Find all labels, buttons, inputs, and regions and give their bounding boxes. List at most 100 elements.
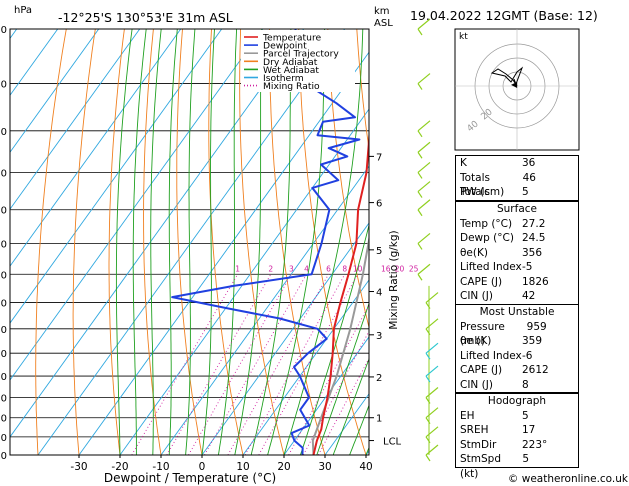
dry-adiabat-line (108, 29, 125, 455)
isotherm-line (10, 29, 305, 438)
pressure-tick-label: 1000 (0, 451, 7, 462)
legend-label: Parcel Trajectory (263, 49, 339, 60)
legend-label: Mixing Ratio (263, 81, 320, 92)
index-row-pw: PW (cm) 5 (460, 186, 529, 198)
location-title: -12°25'S 130°53'E 31m ASL (58, 10, 233, 25)
axis-layer: 3003504004505005506006507007508008509009… (0, 25, 402, 473)
x-tick-label: 30 (318, 461, 331, 473)
km-tick-label: 2 (376, 373, 382, 384)
index-row-totals: Totals Totals 46 (460, 171, 536, 199)
pressure-tick-label: 800 (0, 372, 7, 383)
isotherm-line (10, 29, 141, 210)
wind-barb-icon (425, 407, 439, 425)
surface-row-thetae: θe(K) 356 (460, 246, 543, 259)
hodograph-rings (455, 29, 579, 150)
mixing-ratio-label: 10 (353, 264, 363, 273)
wet-adiabat-line (201, 29, 215, 455)
wind-barb-icon (417, 181, 431, 198)
mu-row-li: Lifted Index -6 (460, 349, 533, 362)
isotherm-line (201, 222, 369, 455)
wind-barb-icon (425, 342, 439, 360)
wind-barb-icon (425, 365, 439, 383)
profile-layer (171, 29, 369, 455)
index-row-k: K 36 (460, 157, 536, 169)
dry-adiabat-line (143, 29, 162, 455)
isotherm-line (10, 29, 59, 97)
km-tick-label: 6 (376, 199, 382, 210)
wind-barb-icon (425, 444, 439, 462)
wet-adiabat-line (299, 223, 369, 455)
pressure-tick-label: 500 (0, 206, 7, 217)
x-tick-label: -30 (70, 461, 87, 473)
isotherm-line (242, 279, 369, 455)
x-tick-label: 40 (359, 461, 372, 473)
mixing-ratio-line (204, 274, 307, 455)
wet-adiabat-line (168, 29, 178, 455)
isotherm-line (10, 29, 100, 153)
surface-row-li: Lifted Index -5 (460, 261, 533, 273)
isotherm-line (78, 51, 369, 455)
km-tick-label: 1 (376, 414, 382, 425)
wind-barb-icon (417, 162, 431, 179)
pressure-tick-label: 450 (0, 168, 7, 179)
isotherm-line (10, 29, 182, 267)
wind-barb-icon (425, 426, 439, 444)
x-tick-label: -20 (111, 461, 128, 473)
km-tick-label: 3 (376, 331, 382, 342)
dry-adiabat-line (176, 29, 203, 455)
isotherm-line (119, 108, 369, 455)
wet-adiabat-line (349, 404, 369, 455)
wet-adiabat-line (283, 29, 364, 455)
dewpoint-line (171, 29, 361, 455)
wind-barb-icon (417, 18, 431, 36)
legend-label: Isotherm (263, 73, 304, 84)
wet-adiabat-line (234, 29, 263, 455)
hodo-row-stmspd: StmSpd (kt) 5 (460, 453, 530, 480)
km-tick-label: 4 (376, 288, 382, 299)
x-tick-label: 20 (277, 461, 290, 473)
temperature-line (312, 126, 369, 455)
wind-barb-icon (417, 141, 431, 159)
pressure-tick-label: 600 (0, 270, 7, 281)
wind-barb-icon (417, 120, 431, 138)
isotherm-line (283, 336, 369, 455)
isotherm-line (37, 29, 346, 455)
asl-unit-label: ASL (374, 18, 393, 29)
mixing-ratio-label: 16 (381, 264, 391, 273)
mixing-ratio-line (166, 274, 272, 455)
pressure-tick-label: 900 (0, 414, 7, 425)
hodo-row-stmdir: StmDir 223° (460, 438, 548, 451)
mixing-ratio-axis-label: Mixing Ratio (g/kg) (388, 230, 400, 329)
surface-row-cin: CIN (J) 42 (460, 290, 536, 302)
legend-label: Dry Adiabat (263, 57, 318, 68)
pressure-tick-label: 950 (0, 433, 7, 444)
km-tick-label: 5 (376, 246, 382, 257)
mixing-ratio-line (188, 274, 292, 455)
surface-table: Surface Temp (°C) 27.2 Dewp (°C) 24.5 θe(K… (455, 201, 579, 305)
hodo-row-eh: EH 5 (460, 409, 529, 422)
wind-barb-icon (425, 292, 439, 309)
mixing-ratio-label: 25 (409, 264, 419, 273)
wet-adiabat-line (217, 29, 238, 455)
plot-frame (9, 28, 370, 456)
pressure-tick-label: 700 (0, 325, 7, 336)
hodograph: kt 20 40 ◀ (454, 28, 580, 151)
surface-title: Surface (496, 203, 537, 215)
mixing-ratio-label: 6 (326, 264, 331, 273)
wind-barb-icon (417, 73, 431, 90)
mixing-ratio-label: 1 (235, 264, 240, 273)
mixing-ratio-line (227, 274, 329, 455)
footer-copyright: © weatheronline.co.uk (508, 473, 629, 485)
pressure-tick-label: 550 (0, 239, 7, 250)
dry-adiabat-line (589, 29, 629, 455)
mu-row-cape: CAPE (J) 2612 (460, 364, 549, 376)
dry-adiabat-line (35, 29, 67, 455)
mu-row-thetae: θe (K) 359 (460, 335, 543, 347)
wind-barb-icon (417, 263, 431, 281)
mixing-ratio-line (131, 274, 238, 455)
wet-adiabat-line (267, 29, 326, 455)
km-tick-label: LCL (383, 437, 402, 448)
dry-adiabat-line (72, 29, 96, 455)
surface-row-dewp: Dewp (°C) 24.5 (460, 232, 546, 244)
